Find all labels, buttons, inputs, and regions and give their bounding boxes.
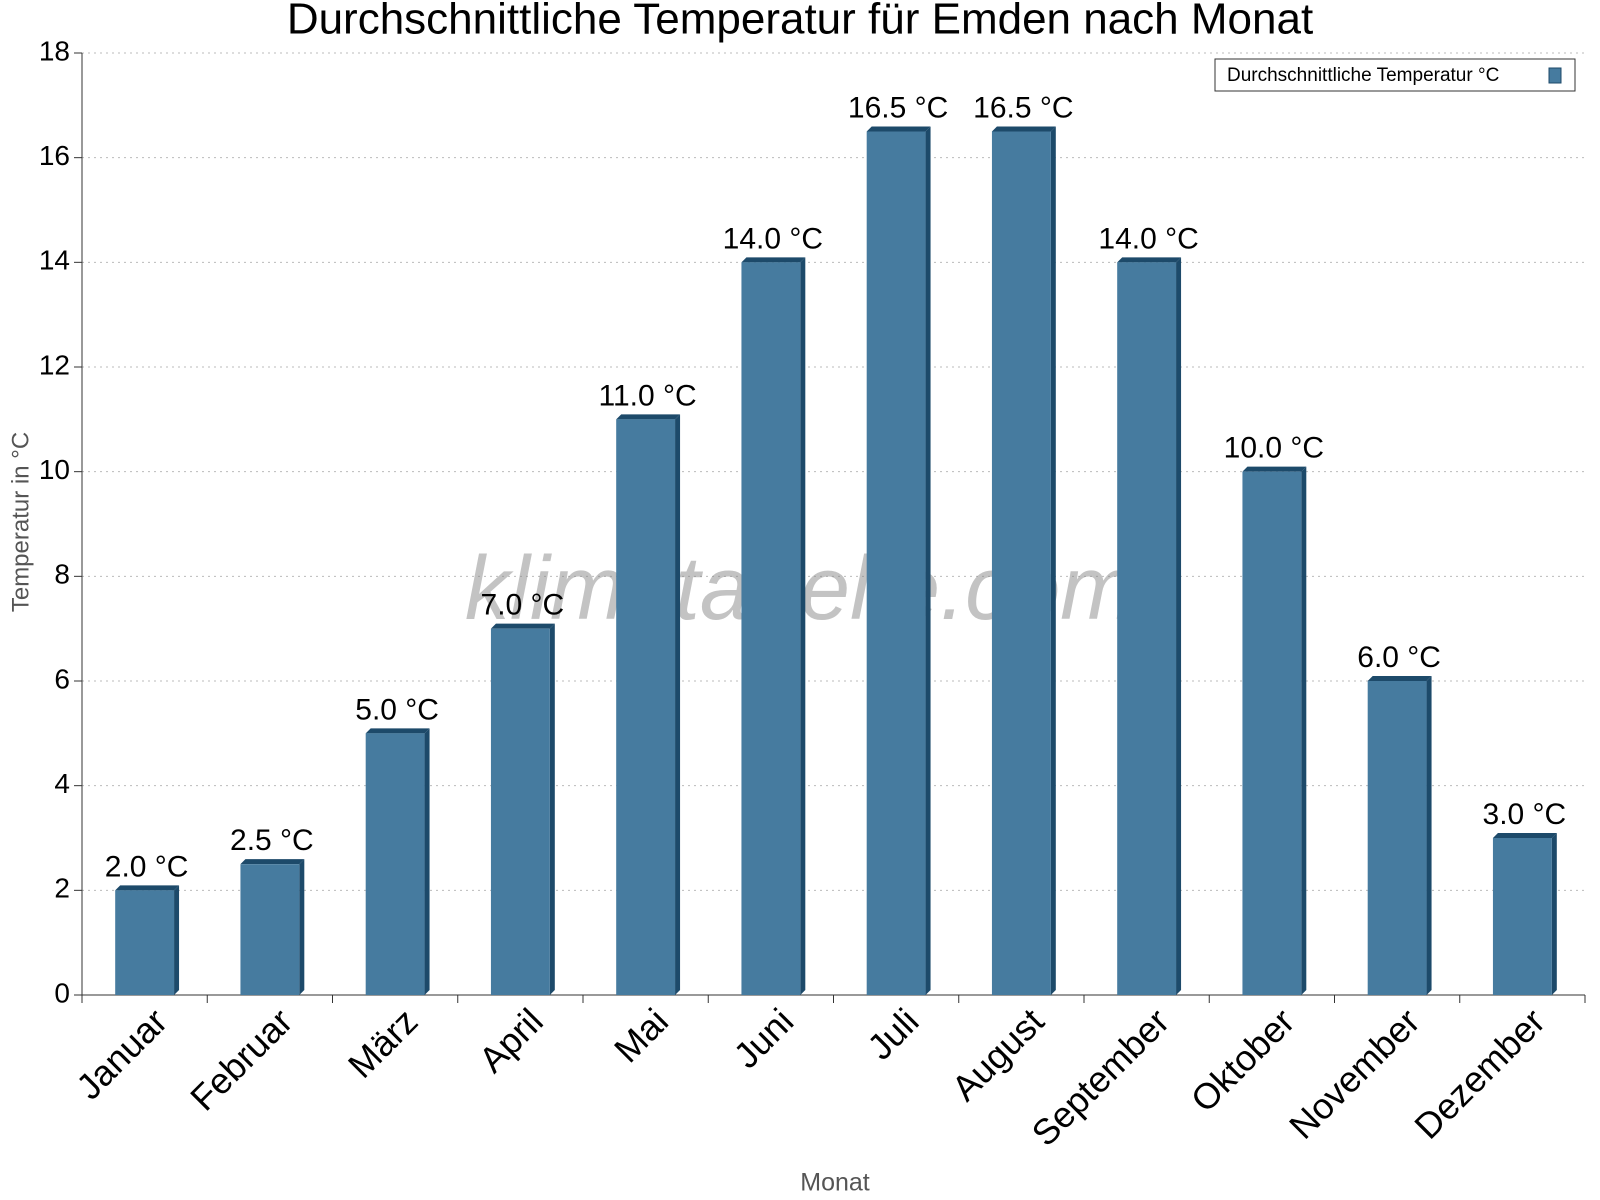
x-tick-label: November [1281, 1000, 1427, 1146]
value-label: 11.0 °C [599, 379, 697, 412]
value-label: 5.0 °C [355, 693, 439, 726]
bar [741, 262, 801, 995]
bar [991, 131, 1051, 995]
x-tick-label: Februar [182, 1000, 300, 1118]
value-label: 2.0 °C [105, 850, 189, 883]
bar-side [1301, 466, 1307, 996]
value-label: 2.5 °C [230, 824, 314, 857]
bar-side [424, 728, 430, 995]
y-tick-label: 16 [39, 140, 70, 171]
y-tick-label: 2 [54, 873, 70, 904]
bar-top [365, 728, 430, 734]
bar-side [925, 126, 931, 995]
bar-side [1426, 676, 1432, 995]
bar-side [675, 414, 681, 995]
bar [240, 864, 300, 995]
y-tick-label: 8 [54, 559, 70, 590]
x-tick-label: März [340, 1000, 426, 1086]
bar-side [549, 623, 555, 995]
value-label: 14.0 °C [723, 222, 823, 255]
value-label: 7.0 °C [481, 589, 565, 622]
value-label: 6.0 °C [1357, 641, 1441, 674]
bar-side [299, 859, 305, 995]
bar-top [616, 414, 681, 420]
bar-top [1242, 466, 1307, 472]
bar-top [115, 885, 180, 891]
x-tick-label: August [944, 1000, 1052, 1108]
bar [490, 628, 550, 995]
x-tick-label: Januar [68, 1000, 175, 1107]
bar [866, 131, 926, 995]
bar-top [1367, 676, 1432, 681]
y-tick-label: 18 [39, 35, 70, 66]
x-axis-label: Monat [800, 1169, 870, 1197]
chart-title: Durchschnittliche Temperatur für Emden n… [287, 0, 1313, 44]
bar [1242, 471, 1302, 996]
legend: Durchschnittliche Temperatur °C [1214, 58, 1576, 92]
legend-box [1214, 58, 1576, 92]
bar [365, 733, 425, 995]
y-tick-label: 0 [54, 977, 70, 1008]
bar-side [1176, 257, 1182, 995]
bar [1367, 681, 1427, 995]
value-label: 14.0 °C [1098, 222, 1198, 255]
y-tick-label: 4 [54, 768, 70, 799]
y-tick-label: 12 [39, 349, 70, 380]
x-tick-label: April [471, 1000, 551, 1080]
bar-top [1492, 833, 1557, 838]
y-tick-label: 10 [39, 454, 70, 485]
legend-swatch [1548, 67, 1562, 84]
value-label: 10.0 °C [1224, 432, 1324, 465]
x-tick-label: September [1023, 1000, 1177, 1154]
bar-side [174, 885, 180, 995]
y-axis-label: Temperatur in °C [7, 432, 34, 612]
y-tick-label: 6 [54, 663, 70, 694]
value-label: 16.5 °C [973, 91, 1073, 124]
value-label: 16.5 °C [848, 91, 948, 124]
x-tick-label: Mai [606, 1000, 676, 1070]
bar-side [800, 257, 806, 995]
x-tick-label: Juni [726, 1000, 802, 1076]
x-tick-label: Dezember [1406, 1000, 1552, 1146]
bar-top [866, 126, 931, 132]
y-tick-label: 14 [39, 245, 70, 276]
bar-side [1551, 833, 1557, 995]
bar [115, 890, 175, 995]
legend-label: Durchschnittliche Temperatur °C [1227, 65, 1499, 86]
x-tick-label: Oktober [1183, 1000, 1303, 1120]
bar-side [1050, 126, 1056, 995]
bar-top [490, 623, 555, 629]
bar-top [240, 859, 305, 865]
x-tick-label: Juli [859, 1000, 926, 1067]
bar [1117, 262, 1177, 995]
value-label: 3.0 °C [1483, 798, 1567, 831]
bar-top [991, 126, 1056, 132]
bar-top [741, 257, 806, 263]
bar [1492, 838, 1552, 995]
bar [616, 419, 676, 995]
bar-top [1117, 257, 1182, 263]
